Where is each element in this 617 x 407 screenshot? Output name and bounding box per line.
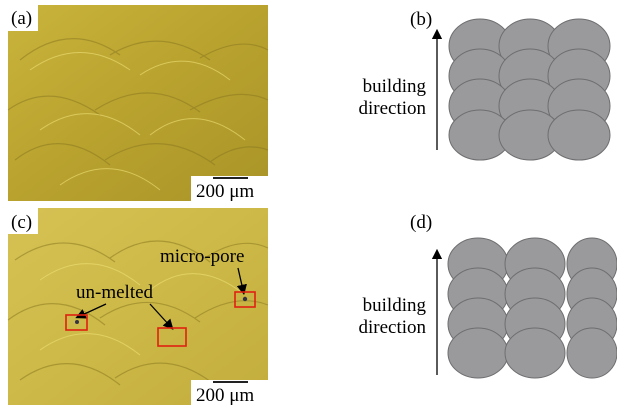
micrograph-c: (c) micro-pore un-melted 200 μm bbox=[8, 208, 268, 406]
melt-pools bbox=[449, 19, 610, 160]
axis-label: direction bbox=[358, 98, 426, 119]
annotation: micro-pore bbox=[160, 246, 244, 267]
figure: (a) 200 μm (c) micro-pore un-melted 200 … bbox=[0, 0, 617, 407]
scale-bar: 200 μm bbox=[196, 181, 254, 202]
micrograph-a: (a) 200 μm bbox=[8, 5, 268, 202]
scale-bar: 200 μm bbox=[196, 385, 254, 406]
axis-label: direction bbox=[358, 317, 426, 338]
melt-pools bbox=[448, 238, 617, 378]
axis-label: building bbox=[363, 76, 427, 97]
panel-label: (b) bbox=[410, 9, 432, 30]
axis-label: building bbox=[363, 295, 427, 316]
panel-label: (a) bbox=[11, 8, 32, 29]
panel-label: (d) bbox=[410, 212, 432, 233]
diagram-d: (d) building direction bbox=[358, 212, 617, 378]
diagram-b: (b) building direction bbox=[358, 9, 610, 160]
panel-label: (c) bbox=[11, 212, 32, 233]
annotation: un-melted bbox=[76, 282, 154, 303]
